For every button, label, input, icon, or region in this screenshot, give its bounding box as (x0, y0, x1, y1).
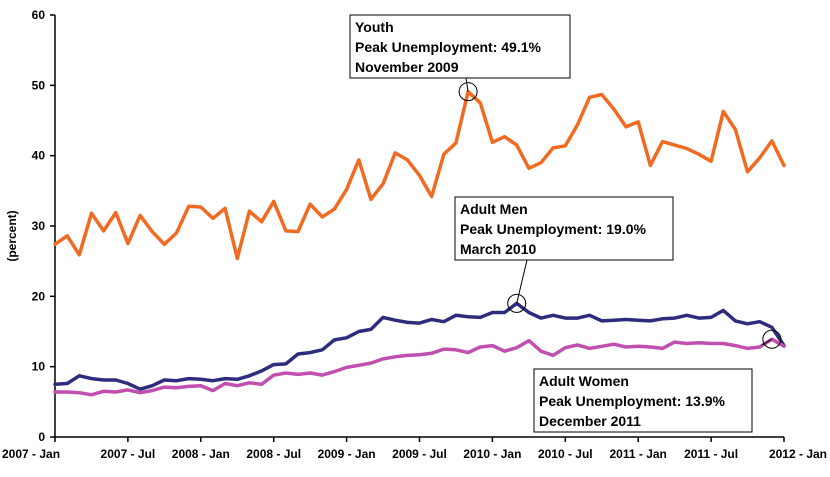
x-tick-label: 2011 - Jan (610, 447, 667, 461)
x-tick-label: 2010 - Jul (538, 447, 593, 461)
callout-text-line: Peak Unemployment: 13.9% (539, 393, 726, 409)
callout-text-line: Peak Unemployment: 49.1% (355, 39, 542, 55)
x-tick-label: 2012 - Jan (769, 447, 827, 461)
series-line-youth (53, 89, 786, 261)
y-tick-label: 30 (32, 219, 46, 233)
x-tick-label: 2009 - Jan (318, 447, 376, 461)
callout-box (454, 196, 674, 261)
peak-marker-circle (507, 293, 527, 313)
callout-box (533, 368, 753, 433)
y-tick-label: 60 (32, 8, 46, 22)
callout-leader-line (761, 338, 773, 346)
peak-marker-circle (762, 329, 782, 349)
callout-text-line: Peak Unemployment: 19.0% (460, 221, 647, 237)
series-line-adult-men (53, 301, 786, 391)
x-tick-label: 2008 - Jul (246, 447, 301, 461)
callout-adult-women: Adult Women Peak Unemployment: 13.9% Decem… (533, 329, 782, 433)
x-tick-label: 2008 - Jan (172, 447, 230, 461)
x-tick-label: 2011 - Jul (684, 447, 738, 461)
callout-text-line: Adult Women (539, 373, 629, 389)
y-axis-ticks: 0 10 20 30 40 50 60 (32, 8, 55, 444)
callout-adult-men: Adult Men Peak Unemployment: 19.0% March 2… (454, 196, 674, 313)
callout-box (349, 14, 571, 79)
x-axis-ticks: 2007 - Jan 2007 - Jul 2008 - Jan 2008 - Jul… (2, 437, 827, 461)
x-tick-label: 2007 - Jul (101, 447, 156, 461)
y-tick-label: 0 (38, 430, 45, 444)
y-tick-label: 40 (32, 149, 46, 163)
annotation-layer: Youth Peak Unemployment: 49.1% November 20… (349, 14, 782, 433)
series-layer (53, 89, 786, 397)
callout-text-line: November 2009 (355, 59, 459, 75)
callout-youth: Youth Peak Unemployment: 49.1% November 20… (349, 14, 571, 102)
callout-leader-line (516, 259, 528, 304)
series-line-adult-women (53, 337, 786, 397)
x-tick-label: 2009 - Jul (392, 447, 447, 461)
y-tick-label: 50 (32, 78, 46, 92)
y-axis-title: (percent) (5, 210, 19, 261)
callout-text-line: March 2010 (460, 241, 536, 257)
y-tick-label: 20 (32, 289, 46, 303)
peak-marker-circle (458, 82, 478, 102)
callout-text-line: Youth (355, 19, 394, 35)
x-tick-label: 2007 - Jan (2, 447, 60, 461)
callout-leader-line (465, 77, 469, 92)
y-tick-label: 10 (32, 360, 46, 374)
callout-text-line: Adult Men (460, 201, 528, 217)
callout-text-line: December 2011 (539, 413, 641, 429)
x-tick-label: 2010 - Jan (463, 447, 521, 461)
